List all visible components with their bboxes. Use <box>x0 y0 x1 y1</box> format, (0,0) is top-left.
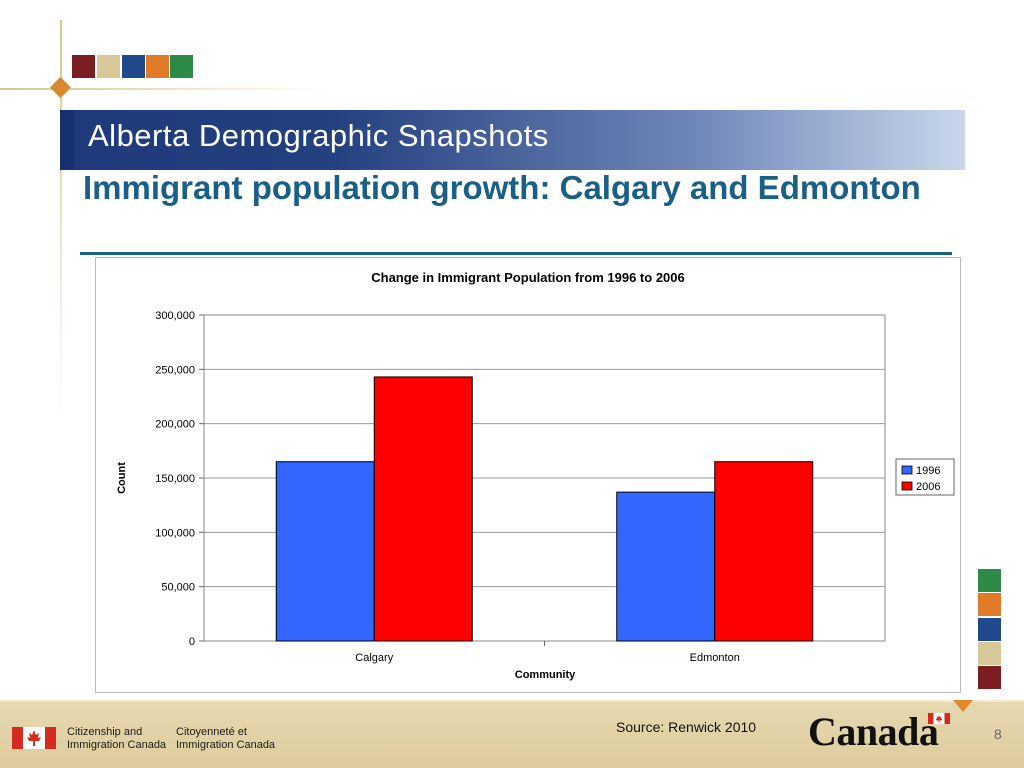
x-tick-label: Edmonton <box>690 652 740 664</box>
bar-calgary-1996 <box>275 461 375 642</box>
heading-rule <box>80 252 952 255</box>
side-square-maroon <box>978 666 1001 689</box>
y-tick-label: 50,000 <box>161 582 195 594</box>
y-tick-label: 200,000 <box>155 419 195 431</box>
y-tick-label: 0 <box>189 636 195 648</box>
color-square-5 <box>170 55 193 78</box>
side-square-tan <box>978 642 1001 665</box>
side-square-green <box>978 569 1001 592</box>
bar-edmonton-1996 <box>616 491 716 642</box>
title-banner-edge <box>60 110 74 170</box>
banner-title: Alberta Demographic Snapshots <box>88 118 549 153</box>
footer-highlight <box>0 700 1024 702</box>
title-banner <box>60 110 965 170</box>
color-square-3 <box>122 55 145 78</box>
footer-dept-fr: Citoyenneté et Immigration Canada <box>176 726 275 752</box>
orange-triangle <box>953 700 973 712</box>
footer-fr-line-2: Immigration Canada <box>176 739 276 751</box>
legend-swatch-2006 <box>901 481 913 491</box>
legend-label: 2006 <box>916 481 940 493</box>
slide-heading: Immigrant population growth: Calgary and… <box>83 169 921 206</box>
footer-en-line-2: Immigration Canada <box>67 739 167 751</box>
y-axis-label: Count <box>116 462 128 494</box>
footer-en-line-1: Citizenship and <box>67 726 143 738</box>
footer-fr-line-1: Citoyenneté et <box>176 726 247 738</box>
footer-dept-en: Citizenship and Immigration Canada <box>67 726 166 752</box>
legend-label: 1996 <box>916 465 940 477</box>
gold-horizontal-line <box>0 88 330 90</box>
bar-chart: Change in Immigrant Population from 1996… <box>116 270 955 681</box>
canada-wordmark: Canada <box>808 709 939 754</box>
side-square-orange <box>978 593 1001 616</box>
gold-vertical-line <box>60 20 62 420</box>
y-tick-label: 100,000 <box>155 527 195 539</box>
wordmark-flag-icon <box>928 713 950 724</box>
color-square-4 <box>146 55 169 78</box>
side-square-blue <box>978 618 1001 641</box>
footer-bar <box>0 700 1024 768</box>
y-tick-label: 250,000 <box>155 364 195 376</box>
legend-swatch-1996 <box>901 465 913 475</box>
canada-flag-icon <box>12 727 56 749</box>
bar-calgary-2006 <box>373 376 473 642</box>
chart-title: Change in Immigrant Population from 1996… <box>371 270 685 285</box>
orange-diamond <box>49 76 72 99</box>
source-note: Source: Renwick 2010 <box>616 719 757 735</box>
x-tick-label: Calgary <box>355 652 393 664</box>
page-number: 8 <box>994 726 1002 742</box>
chart-frame: Change in Immigrant Population from 1996… <box>95 257 961 693</box>
y-tick-label: 150,000 <box>155 473 195 485</box>
color-square-1 <box>72 55 95 78</box>
x-axis-label: Community <box>515 669 576 681</box>
y-tick-label: 300,000 <box>155 310 195 322</box>
color-square-2 <box>97 55 120 78</box>
bar-edmonton-2006 <box>714 461 814 642</box>
